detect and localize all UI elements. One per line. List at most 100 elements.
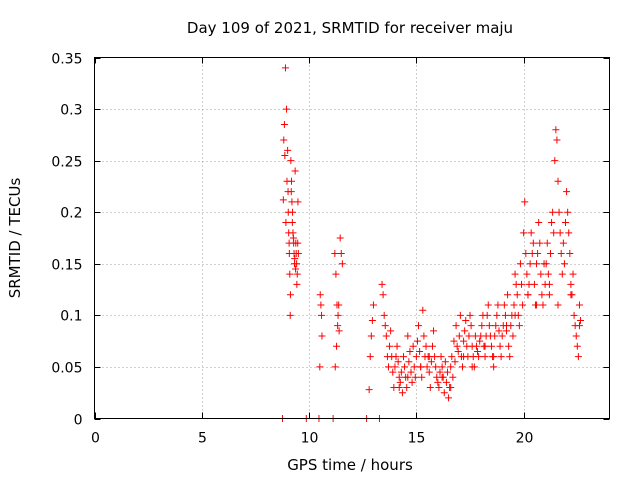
data-point (485, 322, 493, 330)
data-point (280, 121, 288, 129)
data-point (384, 363, 392, 371)
data-point (534, 249, 542, 257)
data-point (392, 353, 400, 361)
data-point (539, 301, 547, 309)
data-point (403, 384, 411, 392)
y-tick-label: 0.1 (60, 309, 82, 325)
data-point (397, 368, 405, 376)
data-point (493, 311, 501, 319)
data-point (387, 327, 395, 335)
data-point (335, 327, 343, 335)
data-point (407, 368, 415, 376)
data-point (451, 358, 459, 366)
y-axis-label: SRMTID / TECUs (6, 178, 24, 299)
data-point (476, 337, 484, 345)
data-point (286, 291, 294, 299)
data-point (530, 280, 538, 288)
data-point (338, 260, 346, 268)
y-tick-label: 0.05 (51, 361, 82, 377)
data-point (537, 270, 545, 278)
data-point (519, 301, 527, 309)
data-point (435, 384, 443, 392)
data-point (423, 363, 431, 371)
data-point (411, 373, 419, 381)
data-point (496, 342, 504, 350)
data-point (461, 327, 469, 335)
data-point (515, 322, 523, 330)
data-point (404, 373, 412, 381)
data-point (475, 353, 483, 361)
data-point (281, 151, 289, 159)
data-point (452, 322, 460, 330)
data-point (450, 337, 458, 345)
data-point (436, 368, 444, 376)
data-point (445, 394, 453, 402)
data-point (529, 239, 537, 247)
data-point (288, 198, 296, 206)
data-point (293, 270, 301, 278)
data-point (447, 384, 455, 392)
data-point (505, 342, 513, 350)
data-point (513, 291, 521, 299)
data-point (549, 208, 557, 216)
data-point (553, 136, 561, 144)
data-point (510, 301, 518, 309)
data-point (382, 332, 390, 340)
data-point (287, 188, 295, 196)
data-point (453, 342, 461, 350)
data-point (544, 270, 552, 278)
data-point (565, 229, 573, 237)
data-point (546, 249, 554, 257)
data-point (552, 126, 560, 134)
data-point (284, 146, 292, 154)
data-point (527, 229, 535, 237)
data-point (491, 332, 499, 340)
data-point (294, 249, 302, 257)
data-point (560, 260, 568, 268)
data-point (494, 301, 502, 309)
data-point (503, 322, 510, 330)
x-tick-label: 0 (91, 431, 100, 447)
data-point (416, 347, 424, 355)
data-point (291, 167, 299, 175)
data-point (391, 363, 399, 371)
data-point (498, 332, 506, 340)
data-point (545, 280, 553, 288)
data-point (438, 373, 446, 381)
data-point (526, 260, 534, 268)
data-point (289, 208, 297, 216)
data-point (286, 311, 294, 319)
data-point (389, 368, 397, 376)
data-point (490, 363, 498, 371)
data-point (333, 342, 341, 350)
data-point (410, 363, 418, 371)
data-point (336, 234, 344, 242)
data-point (555, 208, 563, 216)
data-point (430, 327, 438, 335)
data-point (567, 291, 575, 299)
data-point (567, 280, 575, 288)
data-point (465, 332, 473, 340)
data-point (500, 301, 508, 309)
data-point (448, 353, 456, 361)
data-point (533, 260, 541, 268)
data-point (522, 249, 530, 257)
data-point (460, 337, 468, 345)
data-point (318, 332, 326, 340)
data-point (334, 311, 342, 319)
data-point (564, 208, 572, 216)
data-point (535, 219, 543, 227)
data-point (490, 353, 498, 361)
data-point (381, 322, 389, 330)
data-point (483, 311, 491, 319)
chart-title: Day 109 of 2021, SRMTID for receiver maj… (187, 19, 513, 37)
data-point (289, 234, 297, 242)
data-point (281, 64, 289, 72)
axis-ticks: 0 0.05 0.1 0.15 0.2 0.25 0.3 0.35 0 5 10 15 20 (51, 52, 610, 447)
data-point (395, 373, 403, 381)
data-point (501, 311, 509, 319)
data-point (368, 317, 376, 325)
data-point (440, 389, 448, 397)
data-point (317, 301, 325, 309)
data-point (401, 363, 409, 371)
